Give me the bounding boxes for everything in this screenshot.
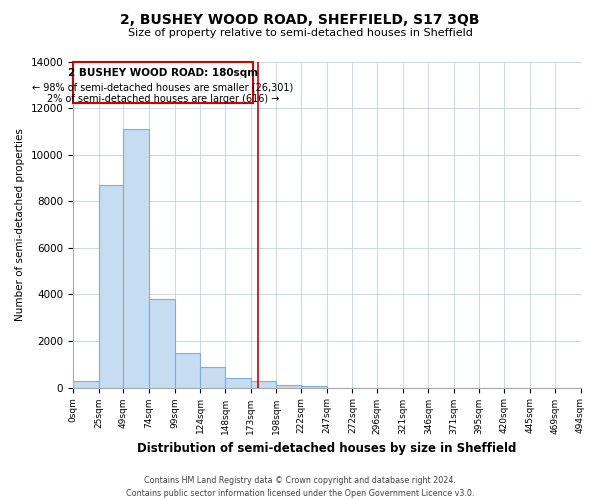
Text: 2 BUSHEY WOOD ROAD: 180sqm: 2 BUSHEY WOOD ROAD: 180sqm (68, 68, 258, 78)
Text: 2% of semi-detached houses are larger (616) →: 2% of semi-detached houses are larger (6… (47, 94, 279, 104)
Bar (99, 185, 124, 388)
Text: Contains HM Land Registry data © Crown copyright and database right 2024.
Contai: Contains HM Land Registry data © Crown c… (126, 476, 474, 498)
X-axis label: Distribution of semi-detached houses by size in Sheffield: Distribution of semi-detached houses by … (137, 442, 517, 455)
Bar (251, 380, 277, 388)
Text: Size of property relative to semi-detached houses in Sheffield: Size of property relative to semi-detach… (128, 28, 472, 38)
Text: ← 98% of semi-detached houses are smaller (26,301): ← 98% of semi-detached houses are smalle… (32, 82, 293, 92)
Bar (124, 129, 149, 388)
Bar (225, 378, 251, 388)
Bar (149, 299, 175, 388)
FancyBboxPatch shape (73, 62, 253, 104)
Y-axis label: Number of semi-detached properties: Number of semi-detached properties (15, 128, 25, 321)
Bar (175, 352, 200, 388)
Bar (200, 366, 225, 388)
Text: 2, BUSHEY WOOD ROAD, SHEFFIELD, S17 3QB: 2, BUSHEY WOOD ROAD, SHEFFIELD, S17 3QB (120, 12, 480, 26)
Bar (277, 385, 301, 388)
Bar (301, 386, 327, 388)
Bar (73, 380, 99, 388)
